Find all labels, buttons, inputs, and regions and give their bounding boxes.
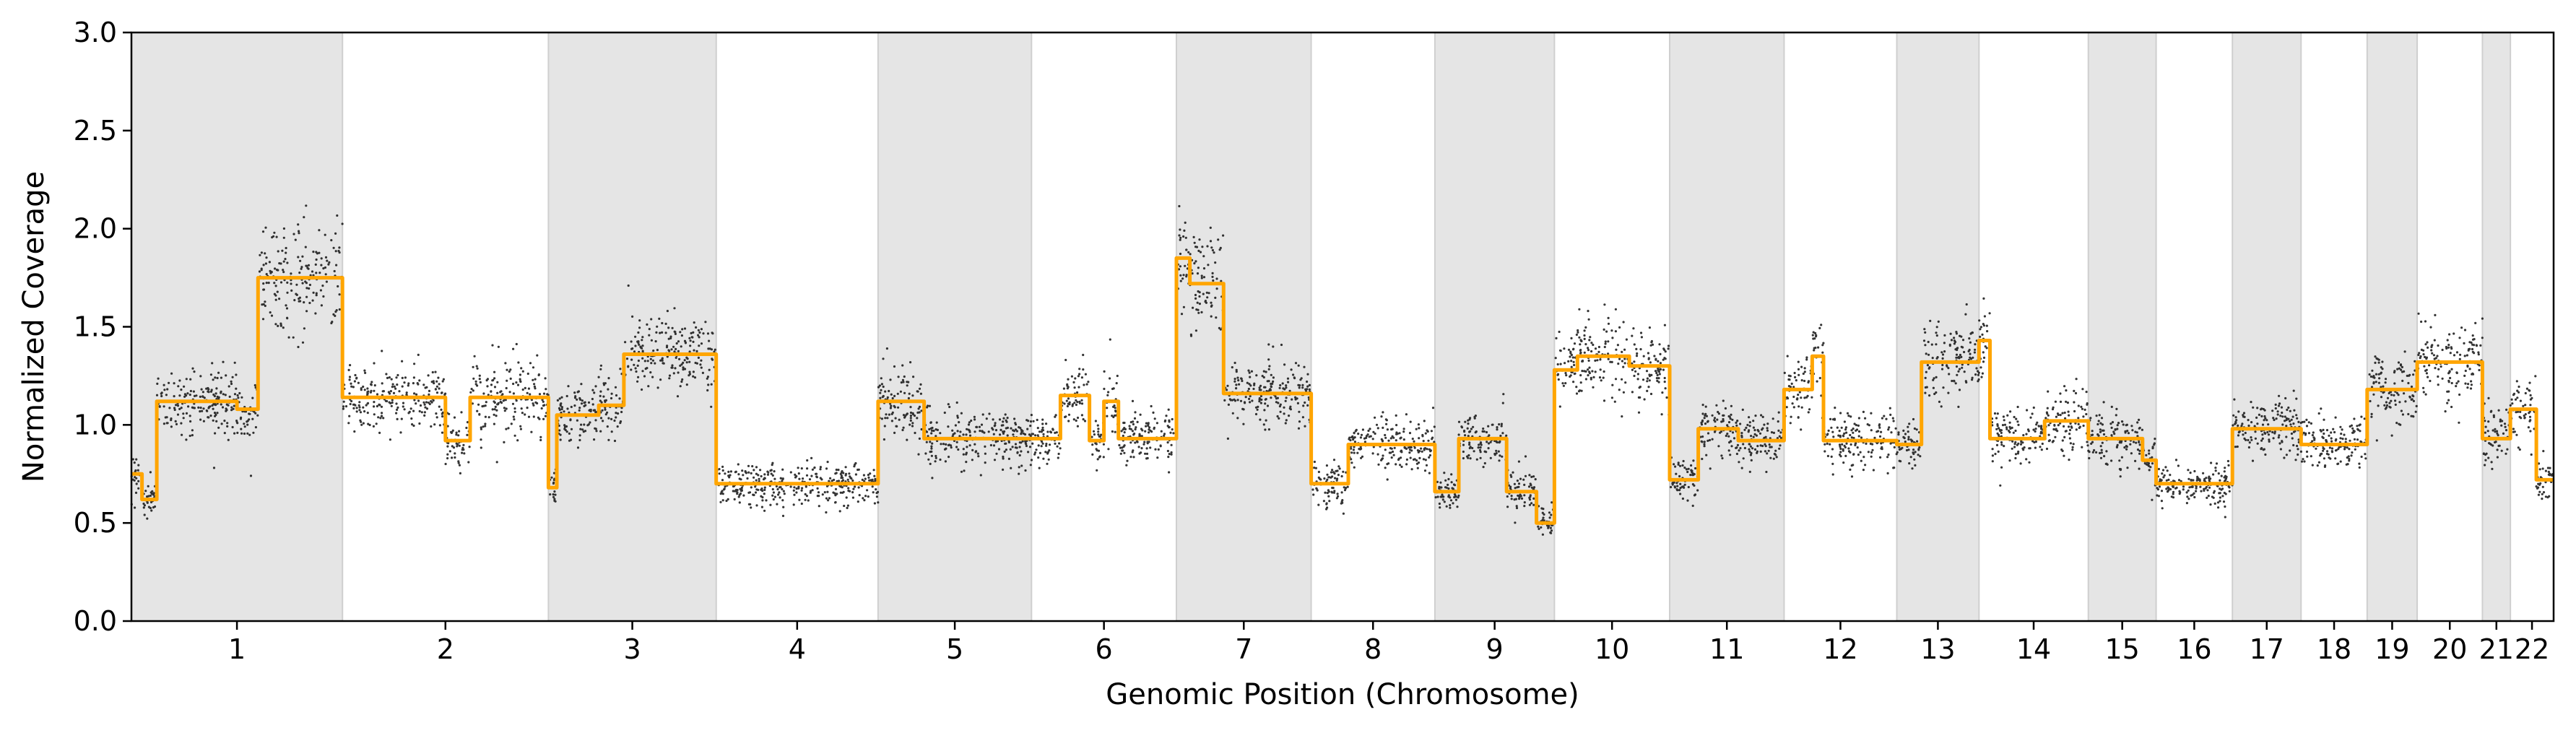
x-tick-label: 21 — [2479, 633, 2514, 665]
x-tick-label: 6 — [1096, 633, 1113, 665]
x-tick-label: 9 — [1486, 633, 1504, 665]
y-tick-label: 1.0 — [74, 409, 117, 441]
x-tick-label: 1 — [228, 633, 246, 665]
x-tick-label: 18 — [2317, 633, 2351, 665]
y-tick-label: 1.5 — [74, 311, 117, 343]
x-tick-label: 20 — [2432, 633, 2467, 665]
x-tick-label: 7 — [1235, 633, 1252, 665]
segment-line — [131, 256, 2554, 525]
x-tick-label: 13 — [1920, 633, 1955, 665]
y-tick-label: 2.5 — [74, 115, 117, 147]
x-tick-label: 2 — [437, 633, 454, 665]
x-tick-label: 14 — [2016, 633, 2051, 665]
chromosome-band-15 — [2087, 32, 2157, 622]
chromosome-band-1 — [131, 32, 344, 622]
y-axis: 0.0 0.5 1.0 1.5 2.0 2.5 3.0 — [74, 17, 131, 637]
y-axis-title: Normalized Coverage — [17, 171, 51, 482]
y-tick-label: 2.0 — [74, 213, 117, 245]
chromosome-band-21 — [2481, 32, 2512, 622]
x-tick-label: 5 — [946, 633, 963, 665]
chromosome-bands — [131, 32, 2512, 622]
y-tick-label: 0.0 — [74, 605, 117, 637]
x-tick-label: 11 — [1709, 633, 1744, 665]
y-tick-label: 0.5 — [74, 507, 117, 539]
x-tick-label: 12 — [1823, 633, 1857, 665]
x-axis-title: Genomic Position (Chromosome) — [1106, 678, 1579, 711]
x-tick-label: 17 — [2250, 633, 2284, 665]
x-tick-label: 16 — [2177, 633, 2211, 665]
x-tick-label: 19 — [2375, 633, 2409, 665]
chromosome-band-7 — [1175, 32, 1312, 622]
x-tick-label: 22 — [2515, 633, 2549, 665]
chromosome-band-9 — [1434, 32, 1556, 622]
chromosome-band-3 — [547, 32, 717, 622]
y-tick-label: 3.0 — [74, 17, 117, 48]
x-tick-label: 15 — [2104, 633, 2139, 665]
x-axis: 1 2 3 4 5 6 7 8 9 10 11 12 13 14 15 16 17 18 19 20 21 22 — [228, 621, 2549, 665]
chromosome-band-5 — [877, 32, 1033, 622]
x-tick-label: 3 — [623, 633, 641, 665]
x-tick-label: 4 — [789, 633, 806, 665]
plot-frame — [130, 31, 2555, 623]
chromosome-band-19 — [2366, 32, 2419, 622]
x-tick-label: 10 — [1595, 633, 1629, 665]
x-tick-label: 8 — [1364, 633, 1382, 665]
chromosome-band-17 — [2232, 32, 2302, 622]
chromosome-band-11 — [1668, 32, 1785, 622]
